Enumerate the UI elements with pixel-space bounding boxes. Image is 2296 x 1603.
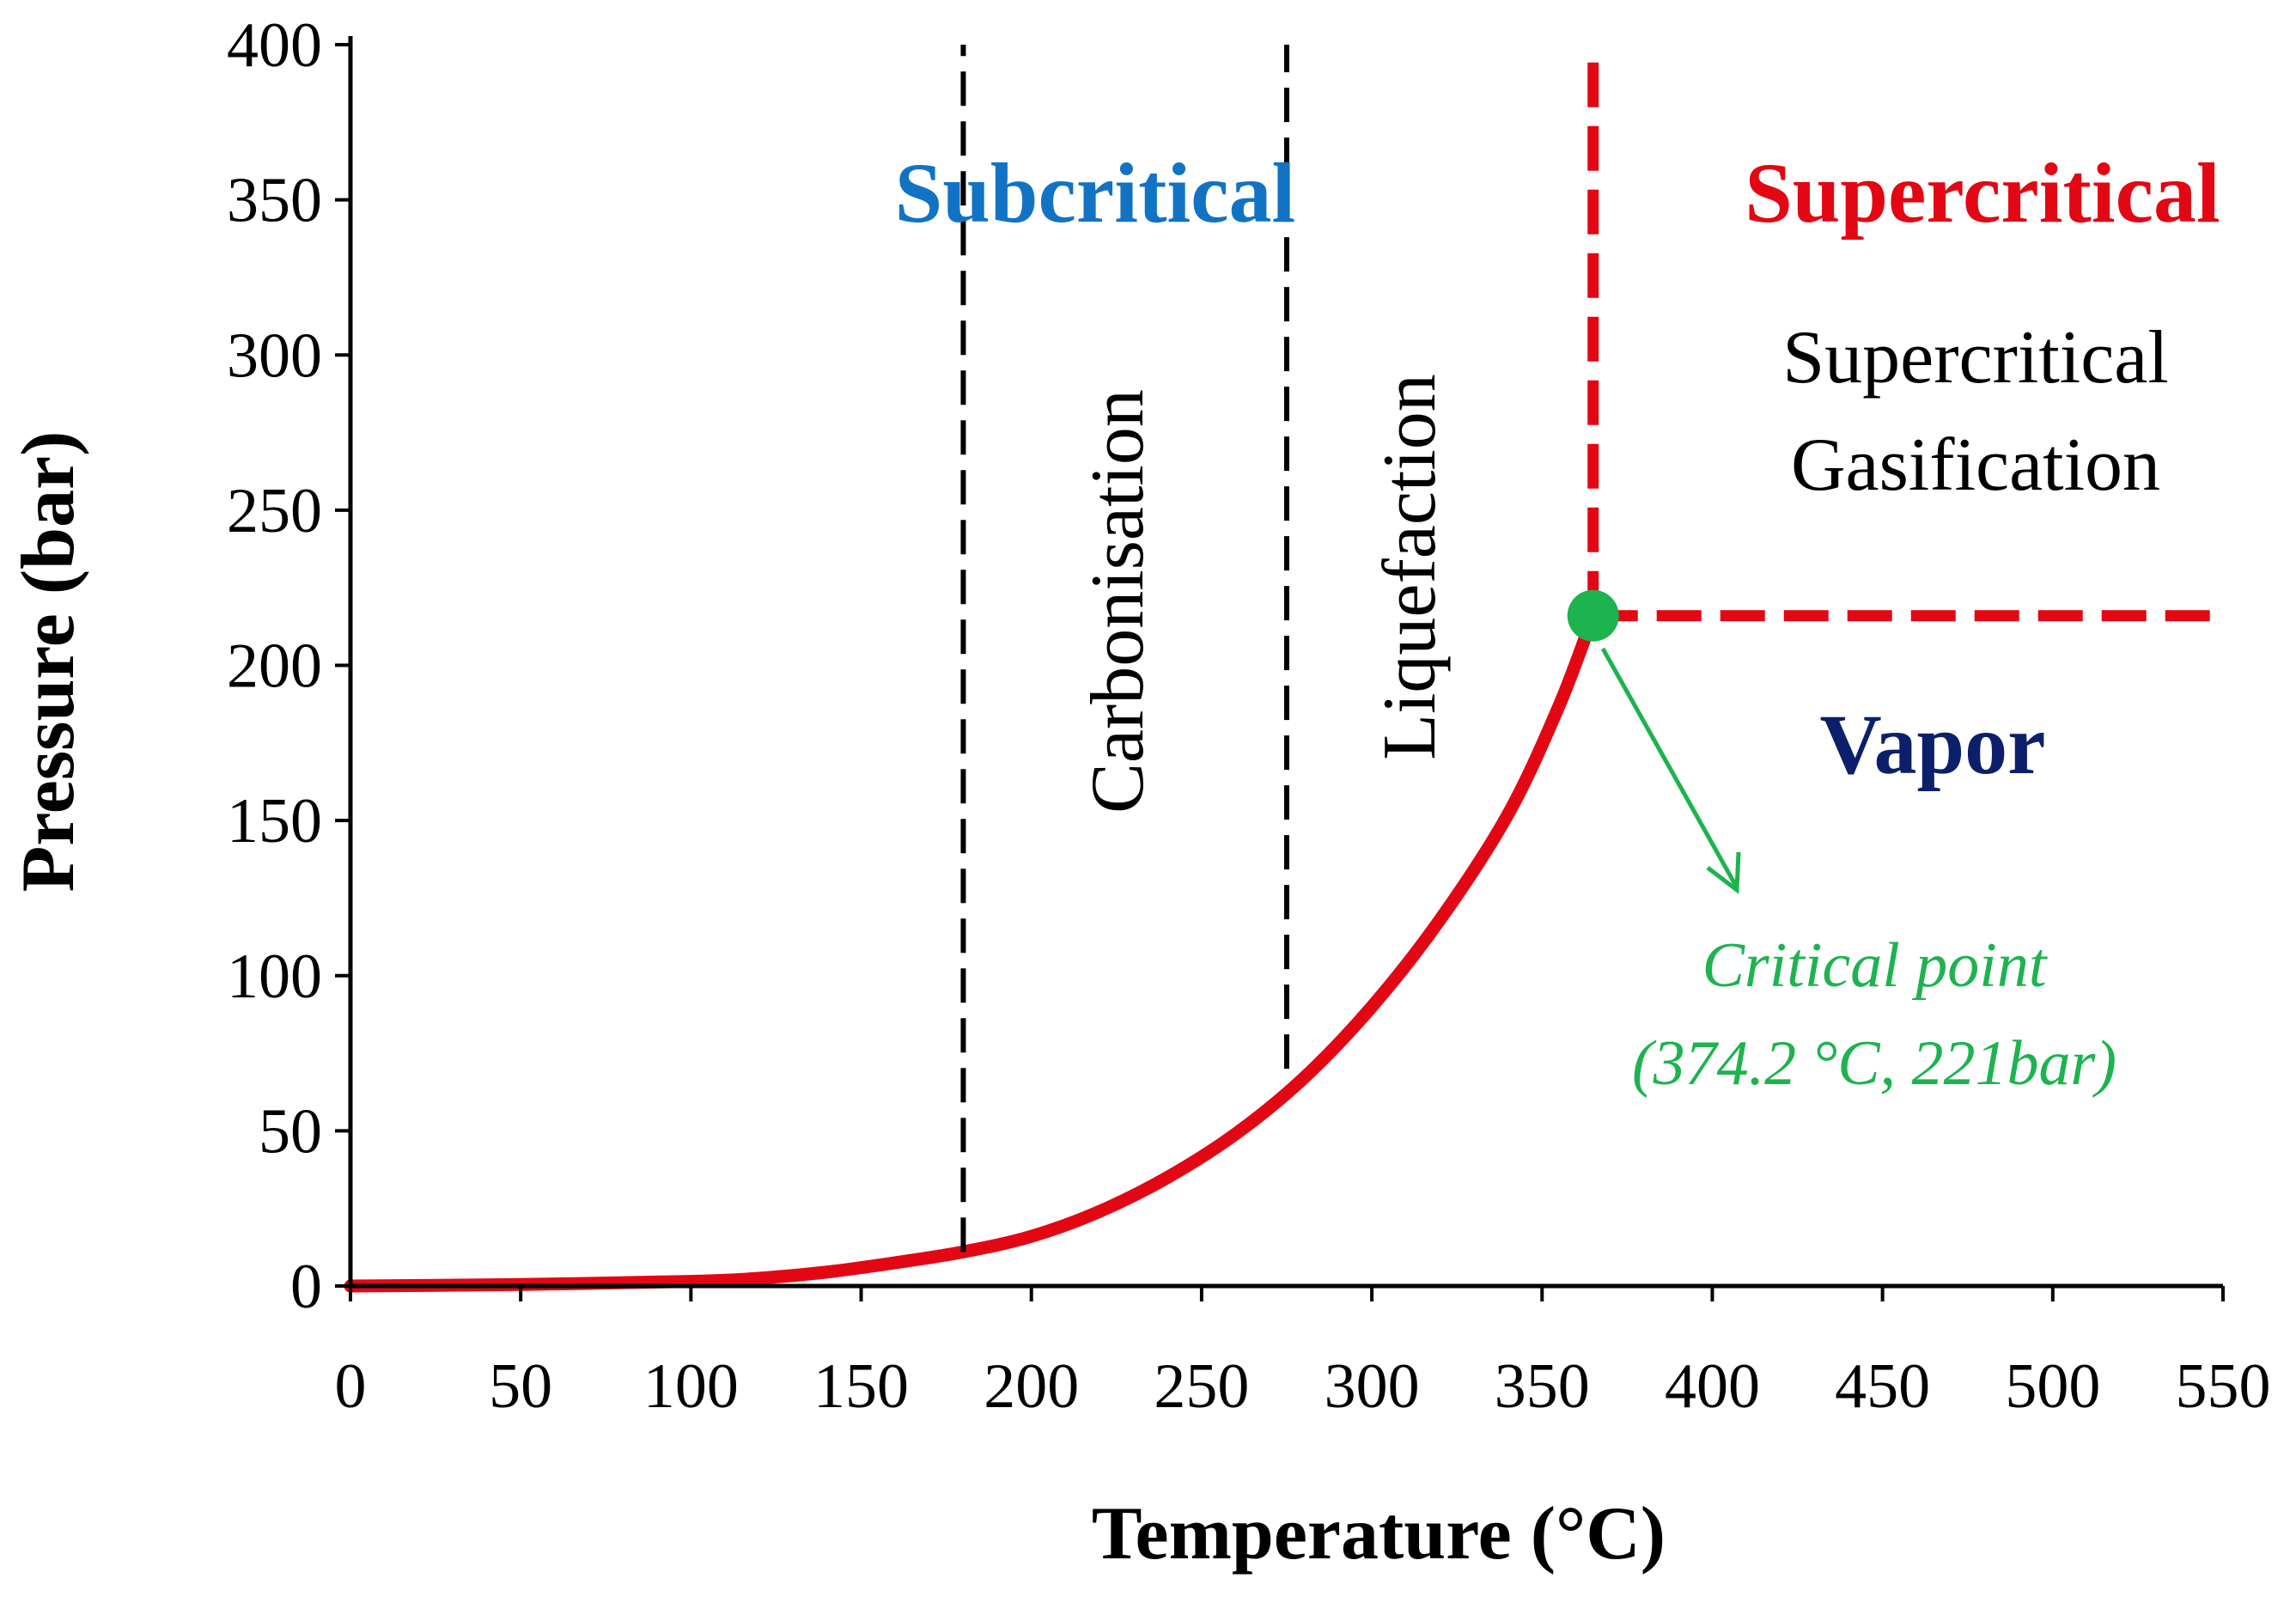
y-tick-label-350: 350 <box>227 166 322 236</box>
y-tick-label-150: 150 <box>227 786 322 856</box>
curve-layer <box>344 609 1600 1293</box>
x-tick-label-50: 50 <box>489 1351 552 1422</box>
y-tick-label-250: 250 <box>227 476 322 546</box>
vapor-label: Vapor <box>1819 697 2045 792</box>
x-tick-label-400: 400 <box>1665 1351 1760 1422</box>
boundary-layer <box>960 45 2223 1253</box>
x-tick-label-150: 150 <box>813 1351 909 1422</box>
x-tick-label-500: 500 <box>2005 1351 2100 1422</box>
critical-point-label: Critical point <box>1702 930 2049 1001</box>
y-tick-label-100: 100 <box>227 942 322 1012</box>
carbonisation-label: Carbonisation <box>1076 389 1160 814</box>
critical-point-marker <box>1567 589 1619 642</box>
x-tick-label-250: 250 <box>1154 1351 1249 1422</box>
x-tick-label-450: 450 <box>1835 1351 1930 1422</box>
supercritical-gasification-line2: Gasification <box>1791 424 2160 507</box>
x-axis-title: Temperature (°C) <box>1092 1492 1666 1576</box>
x-tick-label-200: 200 <box>984 1351 1079 1422</box>
supercritical-label: Supercritical <box>1745 145 2220 241</box>
supercritical-gasification-line1: Supercritical <box>1782 316 2169 399</box>
critical-point-coordinates: (374.2 °C, 221bar) <box>1632 1028 2116 1099</box>
x-tick-label-300: 300 <box>1325 1351 1420 1422</box>
x-tick-label-0: 0 <box>335 1351 367 1422</box>
y-tick-label-300: 300 <box>227 320 322 391</box>
y-tick-label-200: 200 <box>227 631 322 702</box>
y-tick-label-400: 400 <box>227 10 322 81</box>
x-tick-label-550: 550 <box>2176 1351 2271 1422</box>
y-tick-label-0: 0 <box>290 1252 322 1322</box>
x-tick-label-350: 350 <box>1495 1351 1590 1422</box>
x-tick-label-100: 100 <box>643 1351 739 1422</box>
critical-point-arrow-shaft <box>1600 647 1739 889</box>
subcritical-label: Subcritical <box>895 145 1296 241</box>
axes-layer: 0 50 100 150 200 250 300 350 400 450 500 550 0 50 100 1… <box>227 10 2271 1422</box>
y-axis-title: Pressure (bar) <box>7 431 90 893</box>
liquefaction-label: Liquefaction <box>1368 374 1452 760</box>
series-line-0 <box>344 609 1600 1293</box>
y-tick-label-50: 50 <box>259 1096 322 1167</box>
critical-point-arrow-head <box>1706 851 1741 894</box>
